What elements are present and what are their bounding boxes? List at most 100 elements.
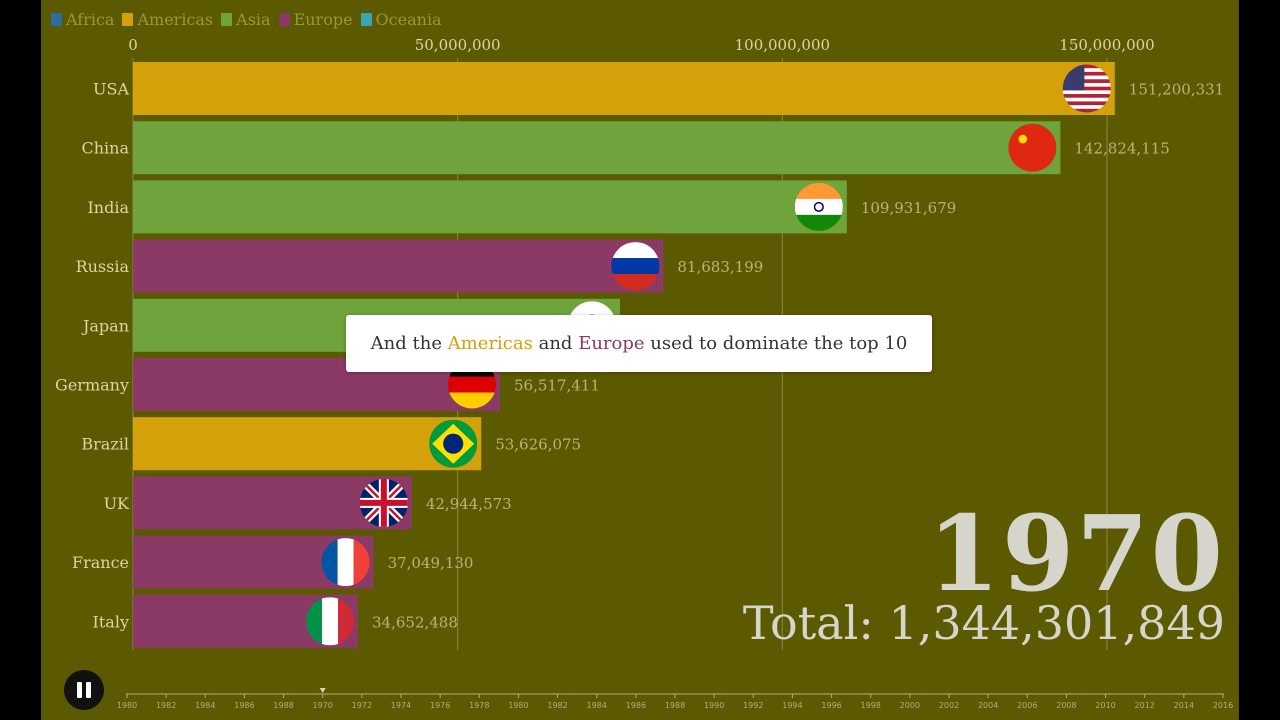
timeline-tick-label: 2012 <box>1135 701 1155 710</box>
brazil-flag-icon <box>429 419 478 468</box>
caption-box: And the Americas and Europe used to domi… <box>346 315 932 372</box>
x-tick-label: 0 <box>128 36 138 54</box>
category-label: Italy <box>93 612 129 631</box>
bar-row-usa: USA 151,200,331 <box>93 62 1224 115</box>
timeline-tick-label: 1972 <box>352 701 372 710</box>
bar-row-italy: Italy 34,652,488 <box>93 594 458 648</box>
legend-label: Europe <box>293 9 353 29</box>
timeline-tick-label: 1988 <box>665 701 685 710</box>
total-value: 1,344,301,849 <box>888 596 1225 650</box>
bar-row-france: France 37,049,130 <box>72 535 474 589</box>
pause-icon-bar <box>86 682 91 698</box>
timeline-tick-label: 1986 <box>234 701 254 710</box>
legend-swatch <box>278 12 290 26</box>
legend-item-asia[interactable]: Asia <box>221 9 271 29</box>
timeline-tick-label: 1992 <box>743 701 763 710</box>
bar-russia <box>133 239 664 293</box>
legend-swatch <box>360 12 372 26</box>
value-label: 151,200,331 <box>1129 81 1224 99</box>
value-label: 109,931,679 <box>861 199 956 217</box>
timeline-tick-label: 1974 <box>391 701 411 710</box>
category-label: USA <box>93 80 129 99</box>
value-label: 142,824,115 <box>1074 140 1169 158</box>
timeline-tick-label: 1980 <box>508 701 528 710</box>
timeline-tick-label: 2014 <box>1174 701 1194 710</box>
year-display: 1970 <box>927 492 1225 615</box>
timeline-handle[interactable] <box>319 688 326 693</box>
legend-label: Africa <box>66 9 115 29</box>
russia-flag-icon <box>611 242 660 291</box>
bar-row-india: India 109,931,679 <box>87 180 956 234</box>
bar-row-china: China 142,824,115 <box>81 121 1170 175</box>
value-label: 81,683,199 <box>677 258 763 276</box>
legend-swatch <box>51 12 62 26</box>
france-flag-icon <box>321 538 370 587</box>
timeline-tick-label: 1982 <box>547 701 567 710</box>
timeline-tick-label: 1998 <box>861 701 881 710</box>
total-label: Total: <box>742 596 874 650</box>
legend-label: Americas <box>137 9 214 29</box>
legend-swatch <box>122 12 134 26</box>
pause-icon <box>77 682 82 698</box>
legend-item-europe[interactable]: Europe <box>278 9 353 29</box>
timeline-tick-label: 1970 <box>313 701 333 710</box>
bar-usa <box>133 62 1115 115</box>
china-flag-icon <box>1008 123 1057 172</box>
bar-row-uk: UK 42,944,573 <box>104 476 512 530</box>
x-tick-label: 150,000,000 <box>1059 36 1154 54</box>
bar-row-russia: Russia 81,683,199 <box>76 239 763 293</box>
bar-india <box>133 180 847 234</box>
bar-brazil <box>133 417 482 471</box>
timeline-tick-label: 2002 <box>939 701 959 710</box>
timeline-tick-label: 1990 <box>704 701 724 710</box>
caption-highlight-americas: Americas <box>447 333 533 354</box>
category-label: Germany <box>55 376 129 395</box>
category-label: France <box>72 553 129 572</box>
timeline-tick-label: 1986 <box>626 701 646 710</box>
legend: Africa Americas Asia Europe Oceania <box>51 8 442 30</box>
bar-row-brazil: Brazil 53,626,075 <box>81 417 581 471</box>
timeline-tick-label: 1978 <box>469 701 489 710</box>
legend-item-americas[interactable]: Americas <box>122 10 213 29</box>
timeline-tick-label: 1996 <box>821 701 841 710</box>
timeline-tick-label: 1984 <box>587 701 607 710</box>
legend-swatch <box>221 12 233 26</box>
timeline-tick-label: 2000 <box>900 701 920 710</box>
timeline-tick-label: 1976 <box>430 701 450 710</box>
category-label: Brazil <box>81 435 129 454</box>
total-display: Total: 1,344,301,849 <box>743 596 1225 650</box>
category-label: India <box>87 198 129 217</box>
timeline-tick-label: 2008 <box>1056 701 1076 710</box>
italy-flag-icon <box>306 597 355 646</box>
value-label: 42,944,573 <box>426 495 512 513</box>
timeline-slider[interactable]: 1980 1982 1984 1986 1988 1970 1972 1974 1976 1978… <box>41 688 1239 718</box>
category-label: Japan <box>81 316 129 335</box>
category-label: China <box>81 139 129 158</box>
legend-label: Asia <box>236 9 271 29</box>
timeline-tick-label: 1988 <box>273 701 293 710</box>
timeline-tick-label: 1994 <box>782 701 802 710</box>
legend-item-africa[interactable]: Africa <box>51 10 114 29</box>
india-flag-icon <box>794 182 843 231</box>
timeline-tick-label: 1980 <box>117 701 137 710</box>
timeline-tick-label: 1982 <box>156 701 176 710</box>
value-label: 37,049,130 <box>388 554 474 572</box>
pause-button[interactable] <box>64 670 104 710</box>
caption-text-3: used to dominate the top 10 <box>650 333 908 354</box>
chart-frame: Africa Americas Asia Europe Oceania 0 50,000,… <box>41 0 1239 720</box>
uk-flag-icon <box>359 478 408 527</box>
bar-china <box>133 121 1061 175</box>
value-label: 34,652,488 <box>372 613 458 631</box>
value-label: 53,626,075 <box>495 436 581 454</box>
legend-item-oceania[interactable]: Oceania <box>360 9 442 29</box>
x-tick-label: 50,000,000 <box>415 36 501 54</box>
timeline-tick-label: 2010 <box>1095 701 1115 710</box>
value-label: 56,517,411 <box>514 377 600 395</box>
timeline-tick-label: 2016 <box>1213 701 1233 710</box>
category-label: UK <box>104 494 130 513</box>
x-tick-label: 100,000,000 <box>735 36 830 54</box>
timeline-tick-label: 2004 <box>978 701 998 710</box>
caption-highlight-europe: Europe <box>578 333 645 354</box>
caption-text-2: and <box>538 333 573 354</box>
legend-label: Oceania <box>375 9 442 29</box>
